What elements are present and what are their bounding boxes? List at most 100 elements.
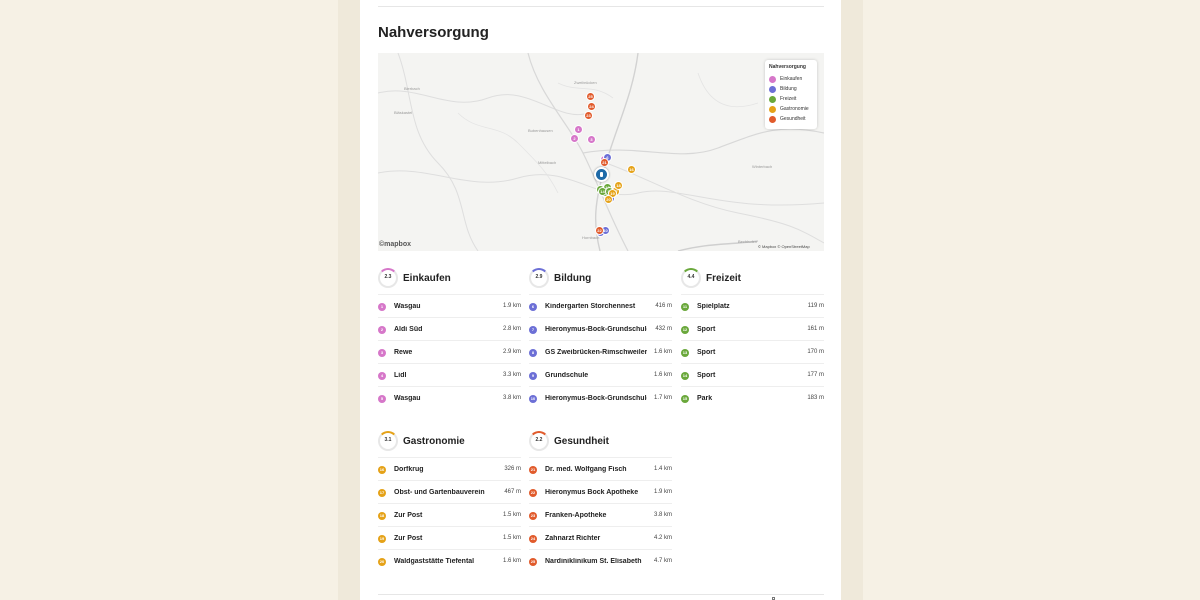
legend-dot-icon	[769, 115, 776, 123]
poi-row[interactable]: 5 Wasgau 3.8 km	[378, 386, 521, 409]
poi-number-badge: 11	[681, 303, 689, 311]
map-marker-1[interactable]: 1	[574, 125, 583, 134]
section-gesundheit: 2.2 Gesundheit 21 Dr. med. Wolfgang Fisch 1.…	[529, 431, 672, 566]
score-badge: 2.2	[529, 431, 549, 451]
map-view[interactable]: Bierbach Bläskastel Zweibrücken Bubenhau…	[378, 53, 824, 251]
map-marker-22[interactable]: 22	[595, 226, 604, 235]
map-marker-number: 24	[589, 104, 594, 109]
score-badge: 2.9	[529, 268, 549, 288]
poi-row[interactable]: 8 GS Zweibrücken-Rimschweiler 1.6 km	[529, 340, 672, 363]
poi-row[interactable]: 17 Obst- und Gartenbauverein 467 m	[378, 480, 521, 503]
poi-row[interactable]: 21 Dr. med. Wolfgang Fisch 1.4 km	[529, 457, 672, 480]
section-title: Freizeit	[706, 273, 742, 284]
poi-name: Park	[697, 395, 713, 402]
poi-name: Wasgau	[394, 303, 421, 310]
section-title: Gastronomie	[403, 436, 465, 447]
poi-name: GS Zweibrücken-Rimschweiler	[545, 349, 647, 356]
map-marker-23[interactable]: 23	[584, 111, 593, 120]
poi-row[interactable]: 2 Aldi Süd 2.8 km	[378, 317, 521, 340]
section-title: Gesundheit	[554, 436, 610, 447]
map-marker-number: 20	[606, 197, 611, 202]
map-marker-21[interactable]: 21	[600, 158, 609, 167]
map-legend-label: Bildung	[780, 86, 797, 92]
poi-row[interactable]: 12 Sport 161 m	[681, 317, 824, 340]
home-location-pin-icon[interactable]	[594, 167, 609, 182]
poi-name: Wasgau	[394, 395, 421, 402]
map-marker-20[interactable]: 20	[604, 195, 613, 204]
poi-distance: 3.8 km	[653, 512, 672, 518]
poi-distance: 177 m	[807, 372, 824, 378]
poi-row[interactable]: 7 Hieronymus-Bock-Grundschule 432 m	[529, 317, 672, 340]
poi-number-badge: 3	[378, 349, 386, 357]
poi-name: Sport	[697, 326, 716, 333]
map-legend-item: Bildung	[769, 84, 813, 94]
map-legend-item: Gesundheit	[769, 114, 813, 124]
poi-row[interactable]: 22 Hieronymus Bock Apotheke 1.9 km	[529, 480, 672, 503]
poi-number-badge: 18	[378, 512, 386, 520]
poi-distance: 3.3 km	[502, 372, 521, 378]
poi-row[interactable]: 16 Dorfkrug 326 m	[378, 457, 521, 480]
poi-row[interactable]: 13 Sport 170 m	[681, 340, 824, 363]
score-badge: 4.4	[681, 268, 701, 288]
map-marker-number: 25	[588, 94, 593, 99]
poi-row[interactable]: 14 Sport 177 m	[681, 363, 824, 386]
poi-row[interactable]: 10 Hieronymus-Bock-Grundschule 1.7 km	[529, 386, 672, 409]
map-legend: Nahversorgung Einkaufen Bildung Freizeit Ga…	[765, 60, 817, 129]
map-label: Bubenhausen	[528, 128, 553, 133]
section-title: Einkaufen	[403, 273, 451, 284]
map-marker-24[interactable]: 24	[587, 102, 596, 111]
poi-row[interactable]: 23 Franken-Apotheke 3.8 km	[529, 503, 672, 526]
poi-row[interactable]: 9 Grundschule 1.6 km	[529, 363, 672, 386]
map-marker-25[interactable]: 25	[586, 92, 595, 101]
map-marker-number: 18	[616, 183, 621, 188]
poi-row[interactable]: 18 Zur Post 1.5 km	[378, 503, 521, 526]
poi-distance: 416 m	[655, 303, 672, 309]
poi-name: Hieronymus-Bock-Grundschule	[545, 395, 647, 402]
map-marker-3[interactable]: 3	[587, 135, 596, 144]
poi-number-badge: 2	[378, 326, 386, 334]
map-label: Mittelbach	[538, 160, 557, 165]
section-bildung: 2.9 Bildung 6 Kindergarten Storchennest 416 …	[529, 268, 672, 403]
poi-name: Nardiniklinikum St. Elisabeth	[545, 558, 642, 565]
poi-row[interactable]: 20 Waldgaststätte Tiefental 1.6 km	[378, 549, 521, 572]
page-title: Nahversorgung	[378, 24, 489, 41]
map-legend-rows: Einkaufen Bildung Freizeit Gastronomie Gesun…	[769, 74, 813, 124]
poi-row[interactable]: 1 Wasgau 1.9 km	[378, 294, 521, 317]
poi-number-badge: 12	[681, 326, 689, 334]
score-ring-icon	[378, 268, 398, 288]
poi-number-badge: 1	[378, 303, 386, 311]
score-ring-icon	[681, 268, 701, 288]
mapbox-logo[interactable]: ©mapbox	[379, 241, 411, 248]
map-marker-number: 22	[597, 228, 602, 233]
map-attribution[interactable]: © Mapbox © OpenStreetMap	[758, 244, 810, 249]
poi-distance: 119 m	[807, 303, 824, 309]
poi-number-badge: 5	[378, 395, 386, 403]
poi-row[interactable]: 19 Zur Post 1.5 km	[378, 526, 521, 549]
legend-dot-icon	[769, 105, 776, 113]
poi-row[interactable]: 3 Rewe 2.9 km	[378, 340, 521, 363]
poi-distance: 1.5 km	[502, 535, 521, 541]
poi-distance: 1.9 km	[502, 303, 521, 309]
poi-row[interactable]: 11 Spielplatz 119 m	[681, 294, 824, 317]
score-badge: 2.3	[378, 268, 398, 288]
map-marker-18[interactable]: 18	[614, 181, 623, 190]
map-legend-label: Freizeit	[780, 96, 797, 102]
poi-list: 1 Wasgau 1.9 km 2 Aldi Süd 2.8 km 3 Rewe 2.9 km 4…	[378, 294, 521, 409]
poi-name: Zahnarzt Richter	[545, 535, 601, 542]
map-marker-2[interactable]: 2	[570, 134, 579, 143]
poi-row[interactable]: 25 Nardiniklinikum St. Elisabeth 4.7 km	[529, 549, 672, 572]
poi-name: Hieronymus-Bock-Grundschule	[545, 326, 647, 333]
poi-distance: 1.6 km	[502, 558, 521, 564]
section-title: Bildung	[554, 273, 592, 284]
poi-distance: 2.9 km	[502, 349, 521, 355]
poi-name: Aldi Süd	[394, 326, 423, 333]
poi-name: Zur Post	[394, 512, 423, 519]
poi-row[interactable]: 6 Kindergarten Storchennest 416 m	[529, 294, 672, 317]
poi-row[interactable]: 15 Park 183 m	[681, 386, 824, 409]
section-header: 2.3 Einkaufen	[378, 268, 521, 294]
map-marker-number: 1	[577, 127, 580, 132]
poi-distance: 432 m	[655, 326, 672, 332]
poi-row[interactable]: 4 Lidl 3.3 km	[378, 363, 521, 386]
poi-row[interactable]: 24 Zahnarzt Richter 4.2 km	[529, 526, 672, 549]
map-marker-16[interactable]: 16	[627, 165, 636, 174]
